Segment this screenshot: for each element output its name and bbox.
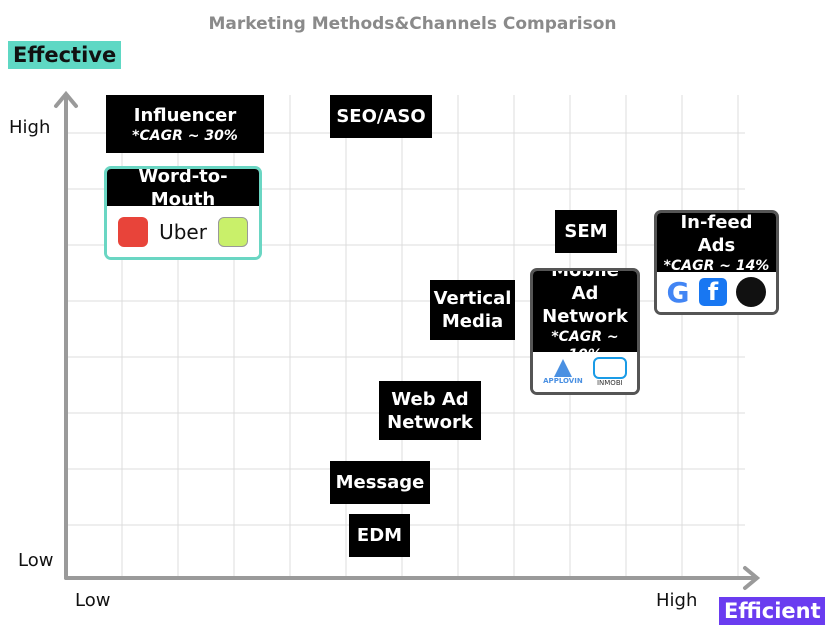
logo-icon — [553, 359, 572, 377]
node: EDM — [349, 514, 410, 557]
logo-icon — [592, 357, 627, 379]
x-arrow — [743, 566, 761, 590]
node-sublabel: *CAGR ~ 14% — [663, 257, 770, 274]
node-label: Web Ad Network — [387, 388, 473, 433]
node-label: SEM — [564, 221, 608, 242]
node-label: Vertical Media — [433, 288, 512, 332]
y-arrow — [54, 90, 78, 108]
logo-row: APPLOVIN INMOBI — [533, 352, 637, 392]
node-label: Mobile Ad Network — [542, 268, 628, 327]
node-label: SEO/ASO — [336, 106, 426, 127]
y-low: Low — [18, 550, 54, 571]
y-axis-label: Effective — [8, 41, 122, 69]
logo-text: APPLOVIN — [543, 377, 583, 385]
logo: APPLOVIN — [543, 359, 583, 385]
node: Word-to-Mouth Uber — [104, 166, 262, 260]
x-high: High — [656, 590, 698, 611]
x-axis-label: Efficient — [719, 597, 825, 625]
title: Marketing Methods&Channels Comparison — [208, 14, 617, 34]
node: Mobile Ad Network*CAGR ~ 10% APPLOVIN INMO… — [530, 268, 640, 395]
node-header: Message — [330, 461, 430, 504]
node-header: Influencer *CAGR ~ 30% — [106, 95, 264, 153]
node: Vertical Media — [430, 280, 515, 340]
node-label: EDM — [356, 525, 403, 546]
node: SEO/ASO — [330, 95, 432, 138]
logo-row: Uber — [107, 206, 259, 257]
node-sublabel: *CAGR ~ 30% — [132, 127, 238, 144]
logo-text: G — [666, 275, 690, 309]
logo-text: INMOBI — [596, 379, 623, 387]
logo-icon — [217, 216, 248, 247]
y-high: High — [9, 117, 51, 138]
node-label: Word-to-Mouth — [138, 166, 228, 210]
logo-icon — [118, 216, 149, 247]
node-label: Influencer — [133, 104, 237, 126]
node: Web Ad Network — [379, 381, 481, 440]
node-label: In-feed Ads — [680, 211, 753, 256]
node-label: Message — [335, 472, 425, 493]
node-header: Vertical Media — [430, 280, 515, 340]
x-low: Low — [75, 590, 111, 611]
node: SEM — [555, 210, 617, 253]
logo-icon — [736, 277, 767, 307]
node-header: Mobile Ad Network*CAGR ~ 10% — [533, 268, 637, 363]
node-header: EDM — [349, 514, 410, 557]
node: Influencer *CAGR ~ 30% — [106, 95, 264, 153]
node: Message — [330, 461, 430, 504]
node-header: SEO/ASO — [330, 95, 432, 138]
node-header: Word-to-Mouth — [107, 169, 259, 210]
logo-text: Uber — [159, 219, 207, 244]
logo-text: f — [707, 278, 719, 306]
node-header: Web Ad Network — [379, 381, 481, 440]
node-header: In-feed Ads *CAGR ~ 14% — [657, 211, 776, 274]
logo: INMOBI — [592, 357, 627, 387]
node-header: SEM — [555, 210, 617, 253]
logo-icon: f — [698, 278, 727, 306]
